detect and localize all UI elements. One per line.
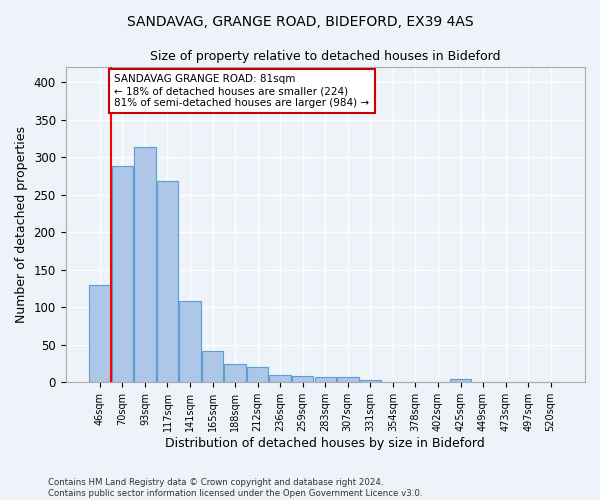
Bar [224, 364, 246, 382]
Bar [89, 284, 110, 382]
X-axis label: Distribution of detached houses by size in Bideford: Distribution of detached houses by size … [166, 437, 485, 450]
Bar [247, 366, 268, 382]
Text: Contains HM Land Registry data © Crown copyright and database right 2024.
Contai: Contains HM Land Registry data © Crown c… [48, 478, 422, 498]
Bar [450, 378, 471, 382]
Bar [314, 377, 336, 382]
Bar [134, 148, 155, 382]
Bar [202, 351, 223, 382]
Title: Size of property relative to detached houses in Bideford: Size of property relative to detached ho… [150, 50, 500, 63]
Bar [269, 375, 291, 382]
Y-axis label: Number of detached properties: Number of detached properties [15, 126, 28, 323]
Bar [179, 301, 201, 382]
Bar [359, 380, 381, 382]
Bar [337, 377, 359, 382]
Text: SANDAVAG GRANGE ROAD: 81sqm
← 18% of detached houses are smaller (224)
81% of se: SANDAVAG GRANGE ROAD: 81sqm ← 18% of det… [115, 74, 370, 108]
Bar [157, 181, 178, 382]
Bar [292, 376, 313, 382]
Bar [112, 166, 133, 382]
Text: SANDAVAG, GRANGE ROAD, BIDEFORD, EX39 4AS: SANDAVAG, GRANGE ROAD, BIDEFORD, EX39 4A… [127, 15, 473, 29]
